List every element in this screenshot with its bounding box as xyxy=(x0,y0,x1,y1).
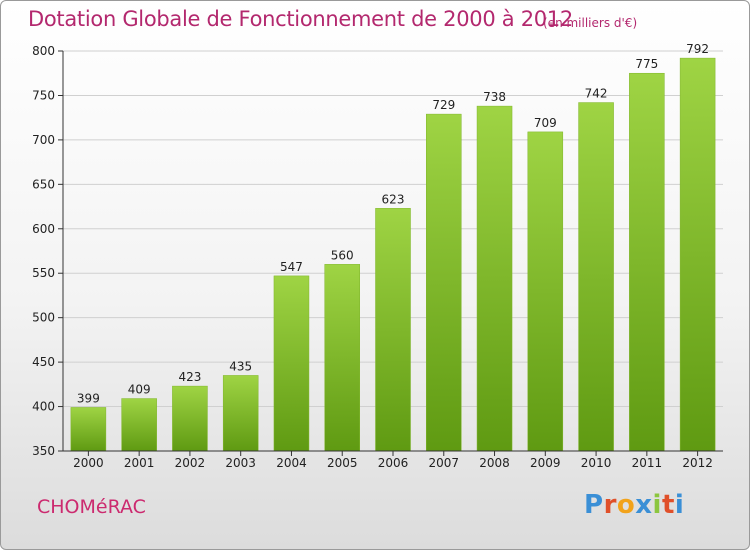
value-label-2003: 435 xyxy=(229,359,252,373)
bar-2001 xyxy=(121,398,157,452)
y-tick-label: 600 xyxy=(32,222,55,236)
x-tick-label-2008: 2008 xyxy=(479,456,510,470)
bar-2011 xyxy=(629,72,665,452)
x-tick-label-2007: 2007 xyxy=(428,456,459,470)
value-labels: 399 409 423 435 547 560 623 729 738 709 742 775 792 xyxy=(77,42,709,405)
value-label-2010: 742 xyxy=(585,87,608,101)
logo-letter: P xyxy=(584,490,604,520)
value-label-2006: 623 xyxy=(382,192,405,206)
value-label-2009: 709 xyxy=(534,116,557,130)
bar-2005 xyxy=(324,264,360,452)
value-label-2007: 729 xyxy=(432,98,455,112)
value-label-2008: 738 xyxy=(483,90,506,104)
x-tick-label-2006: 2006 xyxy=(378,456,409,470)
bar-2009 xyxy=(527,131,564,452)
x-tick-label-2005: 2005 xyxy=(327,456,358,470)
y-tick-label: 450 xyxy=(32,355,55,369)
bar-2008 xyxy=(476,105,513,452)
logo-letter: t xyxy=(661,490,675,520)
y-tick-label: 800 xyxy=(32,44,55,58)
bar-2000 xyxy=(70,407,107,452)
value-label-2004: 547 xyxy=(280,260,303,274)
chart-subtitle: (en milliers d'€) xyxy=(543,16,638,30)
x-tick-label-2009: 2009 xyxy=(530,456,561,470)
bar-2012 xyxy=(679,57,716,452)
x-tick-label-2002: 2002 xyxy=(175,456,206,470)
bar-2007 xyxy=(426,113,462,452)
value-label-2002: 423 xyxy=(178,370,201,384)
y-tick-label: 350 xyxy=(32,444,55,458)
axes: 350 400 450 500 550 600 650 700 750 800 2000 2001 20… xyxy=(32,44,723,470)
y-tick-label: 400 xyxy=(32,400,55,414)
logo-letter: i xyxy=(652,490,662,520)
logo-letter: x xyxy=(635,490,653,520)
y-tick-label: 650 xyxy=(32,177,55,191)
value-label-2012: 792 xyxy=(686,42,709,56)
commune-name: CHOMéRAC xyxy=(37,496,146,518)
x-tick-label-2011: 2011 xyxy=(632,456,663,470)
bar-2006 xyxy=(375,208,411,452)
bar-2010 xyxy=(578,102,614,452)
bar-2004 xyxy=(273,275,310,452)
value-label-2005: 560 xyxy=(331,248,354,262)
logo-letter: i xyxy=(674,490,685,520)
value-label-2011: 775 xyxy=(635,57,658,71)
chart-title: Dotation Globale de Fonctionnement de 20… xyxy=(28,7,573,31)
y-tick-label: 550 xyxy=(32,266,55,280)
x-tick-label-2010: 2010 xyxy=(581,456,612,470)
x-tick-label-2004: 2004 xyxy=(276,456,307,470)
logo-letter: o xyxy=(616,490,636,520)
value-label-2001: 409 xyxy=(128,383,151,397)
x-tick-label-2012: 2012 xyxy=(682,456,713,470)
bar-2003 xyxy=(222,375,259,452)
x-tick-label-2001: 2001 xyxy=(124,456,155,470)
x-tick-label-2003: 2003 xyxy=(225,456,256,470)
bars xyxy=(70,57,716,452)
bar-2002 xyxy=(172,385,208,452)
logo-letter: r xyxy=(603,490,617,520)
y-tick-label: 750 xyxy=(32,88,55,102)
proxiti-logo: Proxiti xyxy=(584,490,684,520)
value-label-2000: 399 xyxy=(77,391,100,405)
y-tick-label: 500 xyxy=(32,311,55,325)
x-tick-label-2000: 2000 xyxy=(73,456,104,470)
y-tick-label: 700 xyxy=(32,133,55,147)
